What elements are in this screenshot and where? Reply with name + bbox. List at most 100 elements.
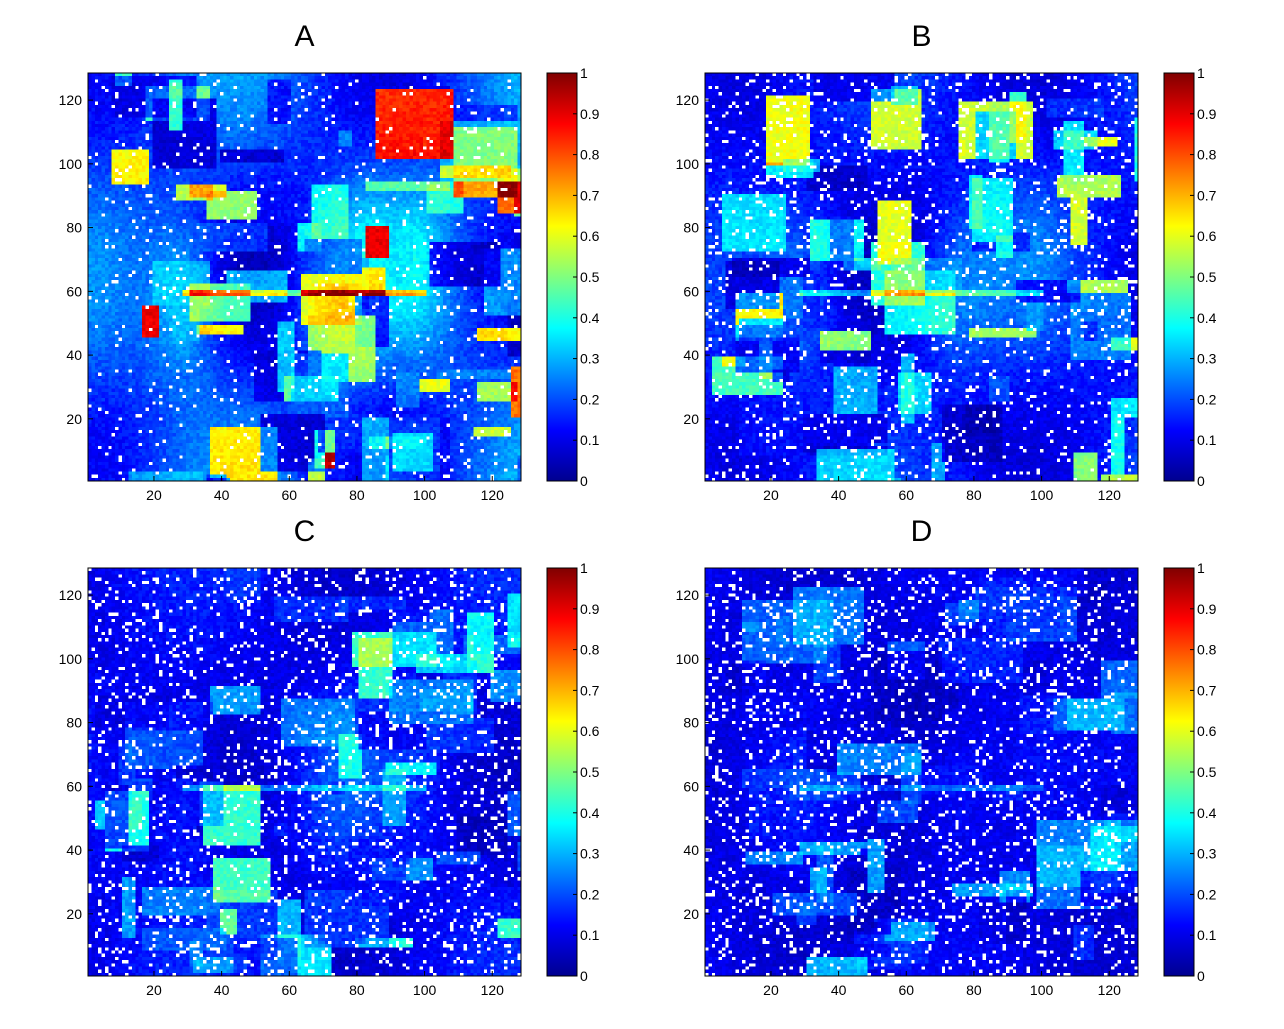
- colorbar-tick-label: 0.1: [580, 927, 600, 943]
- x-tick-label: 80: [966, 487, 982, 503]
- colorbar-tick-label: 0.5: [1197, 764, 1217, 780]
- colorbar-tick-label: 0.3: [580, 846, 600, 862]
- colorbar-tick-label: 0.6: [580, 228, 600, 244]
- x-tick-label: 120: [481, 982, 505, 998]
- colorbar-tick-label: 0.5: [580, 764, 600, 780]
- colorbar-tick-label: 0.3: [1197, 846, 1217, 862]
- y-tick-label: 100: [59, 651, 83, 667]
- x-tick-label: 60: [281, 487, 297, 503]
- colorbar: [546, 567, 578, 977]
- colorbar-tick-label: 0.9: [580, 106, 600, 122]
- x-tick-label: 120: [1098, 487, 1122, 503]
- panel-c: C 20 40 60 80 100 120 20 40 60 80 100 120 0 0.1 0.2 0.3 0…: [0, 495, 642, 1009]
- x-tick-label: 80: [349, 982, 365, 998]
- y-tick-label: 120: [676, 92, 700, 108]
- plot-frame: [704, 567, 1139, 977]
- x-tick-label: 20: [763, 487, 779, 503]
- x-tick-label: 120: [1098, 982, 1122, 998]
- x-tick-label: 60: [281, 982, 297, 998]
- y-tick-label: 120: [59, 92, 83, 108]
- heatmap-image: [705, 73, 1138, 481]
- colorbar-tick-label: 1: [1197, 560, 1205, 576]
- colorbar-tick-label: 0.1: [1197, 432, 1217, 448]
- x-tick-label: 100: [1030, 487, 1054, 503]
- y-tick-label: 60: [66, 778, 82, 794]
- colorbar-tick-label: 0.3: [1197, 351, 1217, 367]
- colorbar-tick-label: 0.4: [1197, 805, 1217, 821]
- colorbar-tick-label: 0.2: [1197, 391, 1217, 407]
- colorbar: [1163, 567, 1195, 977]
- panel-title: C: [294, 515, 316, 548]
- y-tick-label: 20: [66, 411, 82, 427]
- y-tick-label: 80: [66, 715, 82, 731]
- colorbar-tick-label: 0.6: [580, 723, 600, 739]
- colorbar-tick-label: 0.2: [580, 391, 600, 407]
- panel-title: D: [911, 515, 933, 548]
- colorbar-tick-label: 0.7: [580, 187, 600, 203]
- colorbar-tick-label: 0.5: [580, 269, 600, 285]
- colorbar-tick-label: 0.4: [1197, 310, 1217, 326]
- panel-b: B 20 40 60 80 100 120 20 40 60 80 100 120 0 0.1 0.2 0.3 0…: [617, 0, 1259, 514]
- colorbar-tick-label: 0.7: [1197, 682, 1217, 698]
- colorbar-tick-label: 0.8: [1197, 147, 1217, 163]
- colorbar-tick-label: 1: [580, 65, 588, 81]
- y-tick-label: 20: [66, 906, 82, 922]
- y-tick-label: 20: [683, 906, 699, 922]
- y-tick-label: 100: [676, 651, 700, 667]
- colorbar-tick-label: 0.7: [1197, 187, 1217, 203]
- x-tick-label: 120: [481, 487, 505, 503]
- plot-frame: [87, 567, 522, 977]
- colorbar-tick-label: 0.8: [580, 147, 600, 163]
- colorbar-tick-label: 0: [1197, 473, 1205, 489]
- x-tick-label: 40: [214, 487, 230, 503]
- colorbar-tick-label: 0: [580, 968, 588, 984]
- x-tick-label: 40: [214, 982, 230, 998]
- y-tick-label: 120: [59, 587, 83, 603]
- x-tick-label: 100: [413, 982, 437, 998]
- colorbar-tick-label: 0.6: [1197, 723, 1217, 739]
- colorbar: [1163, 72, 1195, 482]
- heatmap-image: [88, 73, 521, 481]
- plot-frame: [704, 72, 1139, 482]
- y-tick-label: 80: [683, 220, 699, 236]
- y-tick-label: 100: [676, 156, 700, 172]
- y-tick-label: 40: [683, 842, 699, 858]
- heatmap-image: [705, 568, 1138, 976]
- chart-svg: C 20 40 60 80 100 120 20 40 60 80 100 120 0 0.1 0.2 0.3 0…: [59, 515, 600, 998]
- colorbar-tick-label: 0.9: [580, 601, 600, 617]
- colorbar-tick-label: 0.4: [580, 805, 600, 821]
- panel-a: A 20 40 60 80 100 120 20 40 60 80 100 120 0 0.1 0.2 0.3 0…: [0, 0, 642, 514]
- y-tick-label: 100: [59, 156, 83, 172]
- y-tick-label: 60: [66, 283, 82, 299]
- y-tick-label: 40: [66, 842, 82, 858]
- colorbar-tick-label: 0.9: [1197, 106, 1217, 122]
- x-tick-label: 60: [898, 982, 914, 998]
- colorbar-tick-label: 0.1: [1197, 927, 1217, 943]
- colorbar-tick-label: 0.5: [1197, 269, 1217, 285]
- y-tick-label: 40: [66, 347, 82, 363]
- x-tick-label: 60: [898, 487, 914, 503]
- y-tick-label: 60: [683, 778, 699, 794]
- colorbar-tick-label: 0.8: [580, 642, 600, 658]
- colorbar-tick-label: 0.7: [580, 682, 600, 698]
- chart-svg: B 20 40 60 80 100 120 20 40 60 80 100 120 0 0.1 0.2 0.3 0…: [676, 20, 1217, 503]
- y-tick-label: 60: [683, 283, 699, 299]
- y-tick-label: 80: [66, 220, 82, 236]
- colorbar-tick-label: 0.6: [1197, 228, 1217, 244]
- y-tick-label: 80: [683, 715, 699, 731]
- colorbar-tick-label: 0.9: [1197, 601, 1217, 617]
- x-tick-label: 80: [966, 982, 982, 998]
- y-tick-label: 20: [683, 411, 699, 427]
- x-tick-label: 20: [146, 487, 162, 503]
- panel-d: D 20 40 60 80 100 120 20 40 60 80 100 120 0 0.1 0.2 0.3 0…: [617, 495, 1259, 1009]
- y-tick-label: 40: [683, 347, 699, 363]
- x-tick-label: 20: [763, 982, 779, 998]
- chart-svg: A 20 40 60 80 100 120 20 40 60 80 100 120 0 0.1 0.2 0.3 0…: [59, 20, 600, 503]
- colorbar-tick-label: 0.8: [1197, 642, 1217, 658]
- x-tick-label: 100: [413, 487, 437, 503]
- colorbar-tick-label: 1: [580, 560, 588, 576]
- panel-title: B: [911, 20, 931, 53]
- x-tick-label: 100: [1030, 982, 1054, 998]
- x-tick-label: 20: [146, 982, 162, 998]
